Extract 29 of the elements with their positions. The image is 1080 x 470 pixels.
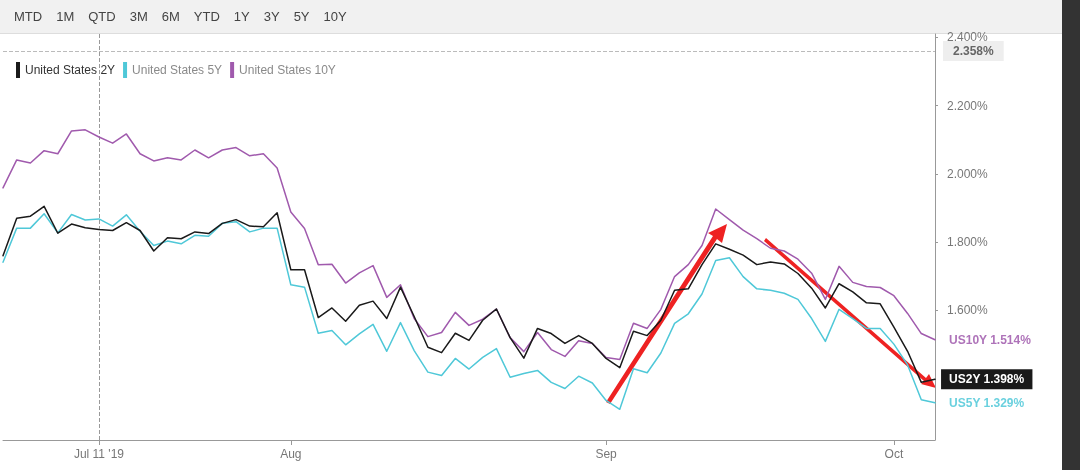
y-tick-label: 2.200% <box>947 98 989 113</box>
data-label: US5Y 1.329% <box>949 395 1025 410</box>
text: 6M <box>160 8 181 26</box>
y-tick-label: 2.000% <box>947 166 989 181</box>
line-series <box>2 213 936 411</box>
x-tick-label: Aug <box>280 447 302 461</box>
text: 1M <box>55 8 76 26</box>
text: 10Y <box>322 8 348 26</box>
x-tick-label: Jul 11 '19 <box>73 447 125 461</box>
y-tick-label: 1.800% <box>947 235 989 250</box>
data-label: US10Y 1.514% <box>949 332 1032 347</box>
data-label: US2Y 1.398% <box>949 372 1025 387</box>
legend-label: United States 5Y <box>132 63 223 77</box>
text: 5Y <box>292 8 311 26</box>
y-tick-label: 1.600% <box>947 303 989 318</box>
text: 3M <box>128 8 149 26</box>
text: QTD <box>87 8 117 26</box>
text: 1Y <box>232 8 251 26</box>
y-tick-label: 2.400% <box>947 30 989 45</box>
ref-line-label: 2.358% <box>953 44 995 59</box>
line-series <box>2 205 936 384</box>
legend-label: United States 10Y <box>239 63 336 77</box>
line-series <box>2 129 936 361</box>
x-tick-label: Oct <box>884 447 904 461</box>
text: MTD <box>13 8 44 26</box>
text: 3Y <box>262 8 281 26</box>
x-tick-label: Sep <box>595 447 618 461</box>
text: YTD <box>192 8 221 26</box>
legend-label: United States 2Y <box>25 63 116 77</box>
